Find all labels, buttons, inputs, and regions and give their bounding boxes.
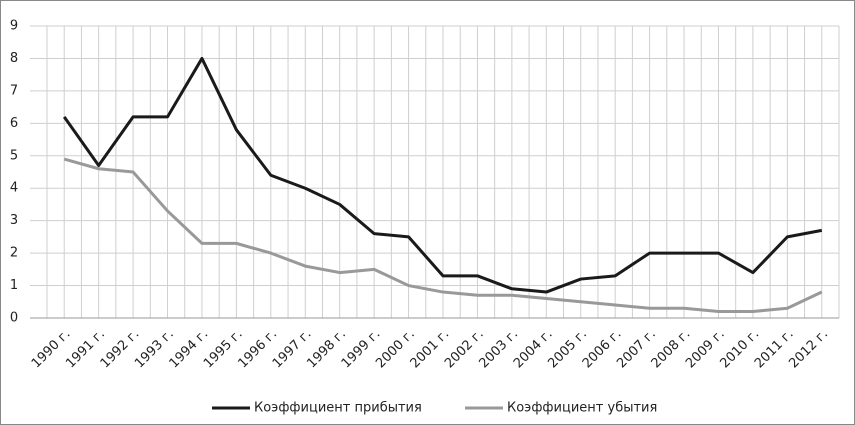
legend-label: Коэффициент убытия bbox=[507, 401, 657, 416]
series-line bbox=[62, 56, 823, 294]
y-tick-label: 7 bbox=[10, 83, 18, 98]
legend-label: Коэффициент прибытия bbox=[254, 401, 422, 416]
y-tick-label: 6 bbox=[10, 116, 18, 131]
y-tick-label: 5 bbox=[10, 148, 18, 163]
y-tick-label: 8 bbox=[10, 51, 18, 66]
y-tick-label: 4 bbox=[10, 181, 18, 196]
series-line bbox=[63, 157, 823, 314]
y-tick-label: 2 bbox=[10, 246, 18, 261]
y-tick-label: 3 bbox=[10, 213, 18, 228]
y-tick-label: 0 bbox=[10, 311, 18, 326]
y-tick-label: 9 bbox=[10, 19, 18, 34]
y-tick-label: 1 bbox=[10, 278, 18, 293]
